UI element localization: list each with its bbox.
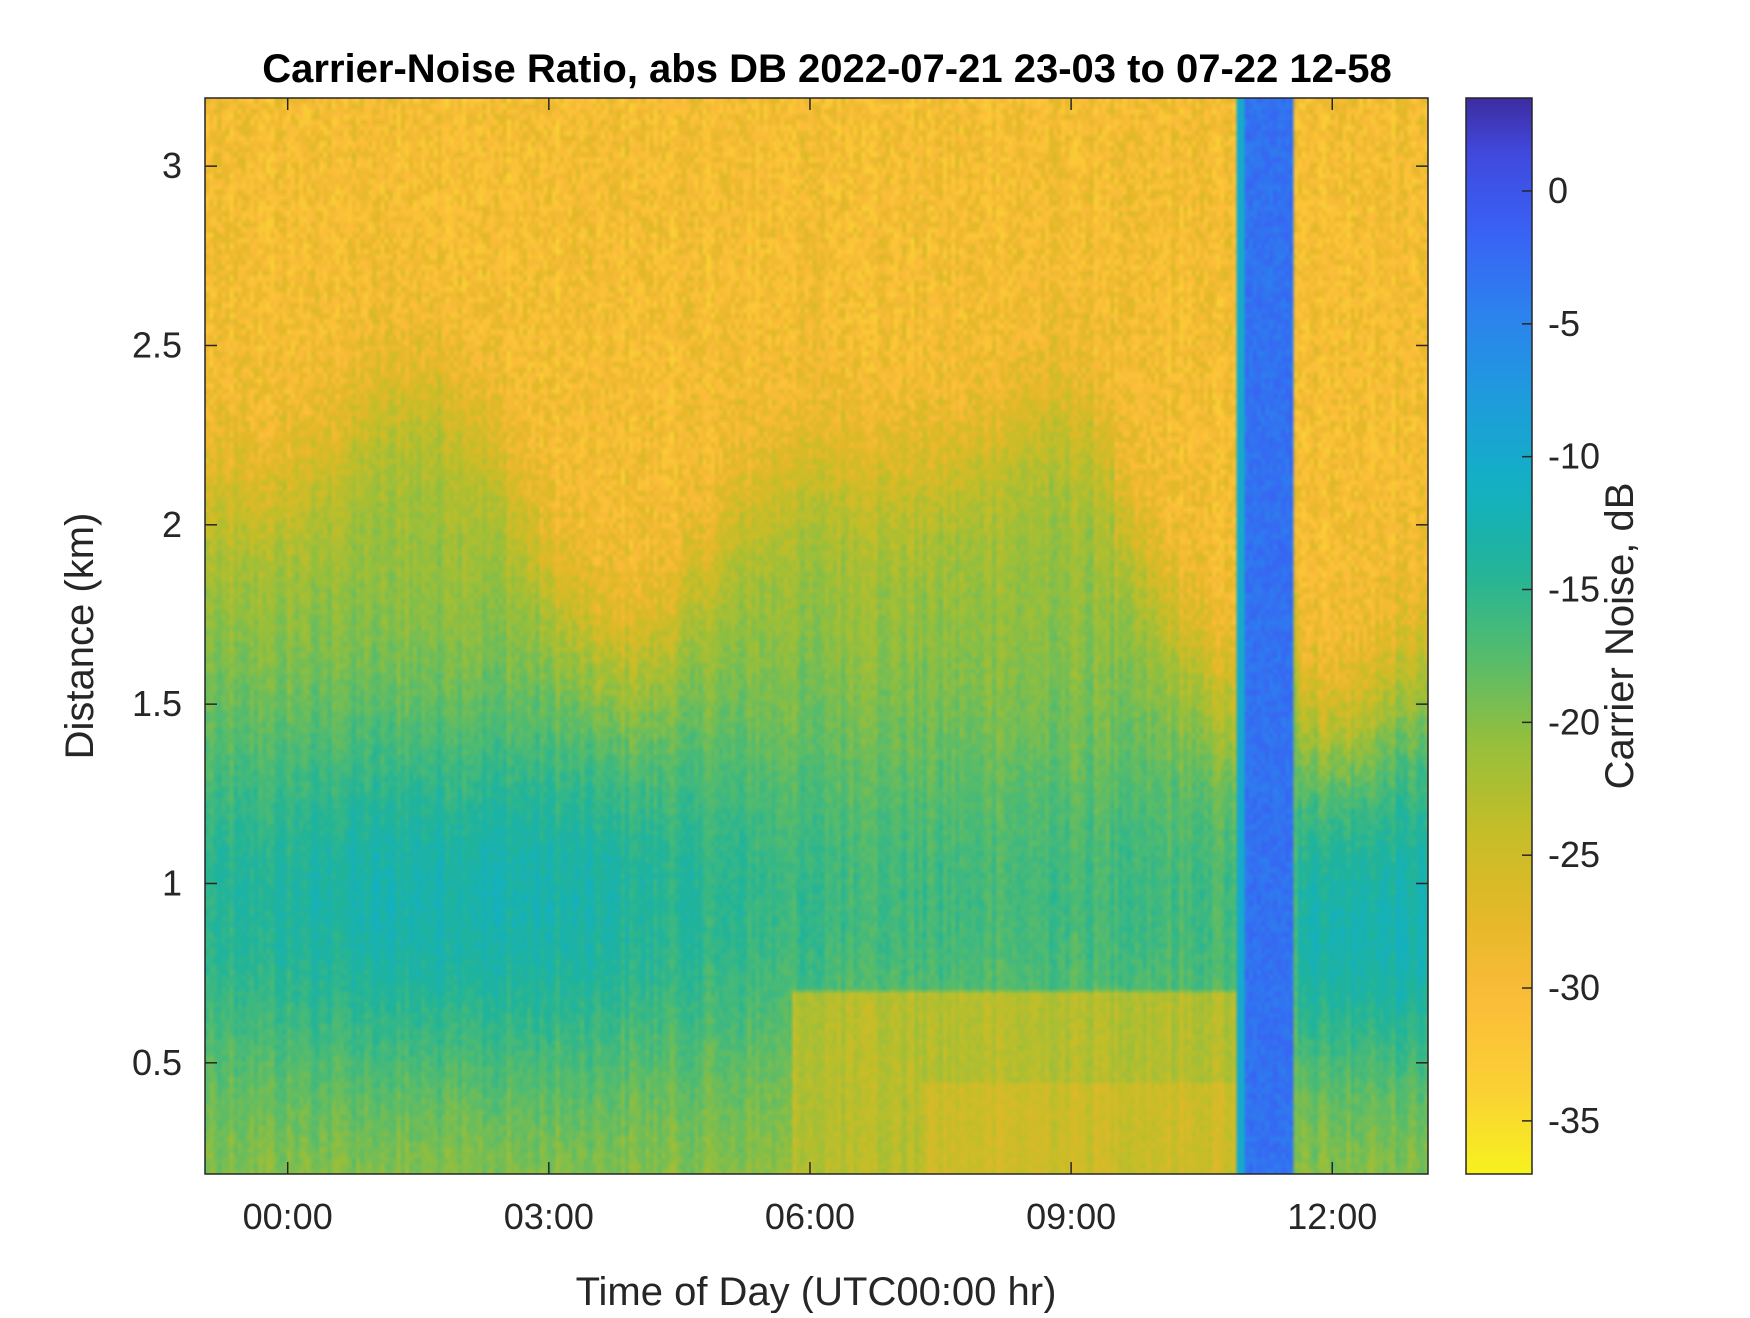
y-tick-label: 1 <box>162 862 182 903</box>
colorbar-label: Carrier Noise, dB <box>1598 483 1642 790</box>
x-axis-ticks: 00:00 03:00 06:00 09:00 12:00 <box>243 98 1377 1237</box>
colorbar-tick-label: -25 <box>1548 834 1600 875</box>
colorbar-tick-label: -5 <box>1548 303 1580 344</box>
colorbar-tick-label: -20 <box>1548 701 1600 742</box>
colorbar-tick-label: 0 <box>1548 170 1568 211</box>
x-tick-label: 12:00 <box>1287 1196 1377 1237</box>
y-tick-label: 3 <box>162 145 182 186</box>
colorbar-gradient <box>1465 97 1533 1175</box>
colorbar-tick-label: -30 <box>1548 967 1600 1008</box>
y-tick-label: 2.5 <box>132 324 182 365</box>
y-axis-ticks: 0.5 1 1.5 2 2.5 3 <box>132 145 1428 1083</box>
y-axis-label: Distance (km) <box>58 513 102 760</box>
plot-frame <box>204 97 1429 1175</box>
colorbar-tick-label: -35 <box>1548 1100 1600 1141</box>
x-tick-label: 00:00 <box>243 1196 333 1237</box>
y-tick-label: 2 <box>162 504 182 545</box>
x-axis-label: Time of Day (UTC00:00 hr) <box>576 1270 1057 1313</box>
colorbar-ticks: 0 -5 -10 -15 -20 -25 -30 -35 <box>1522 170 1600 1141</box>
heatmap-plot-area <box>204 97 1429 1175</box>
colorbar-tick-label: -10 <box>1548 436 1600 477</box>
heatmap-image <box>205 98 1428 1174</box>
colorbar: 0 -5 -10 -15 -20 -25 -30 -35 Carrier Noise, dB <box>1465 97 1642 1175</box>
x-tick-label: 03:00 <box>504 1196 594 1237</box>
y-tick-label: 1.5 <box>132 683 182 724</box>
chart-title: Carrier-Noise Ratio, abs DB 2022-07-21 2… <box>262 47 1391 91</box>
colorbar-tick-label: -15 <box>1548 569 1600 610</box>
x-tick-label: 06:00 <box>765 1196 855 1237</box>
y-tick-label: 0.5 <box>132 1042 182 1083</box>
x-tick-label: 09:00 <box>1026 1196 1116 1237</box>
